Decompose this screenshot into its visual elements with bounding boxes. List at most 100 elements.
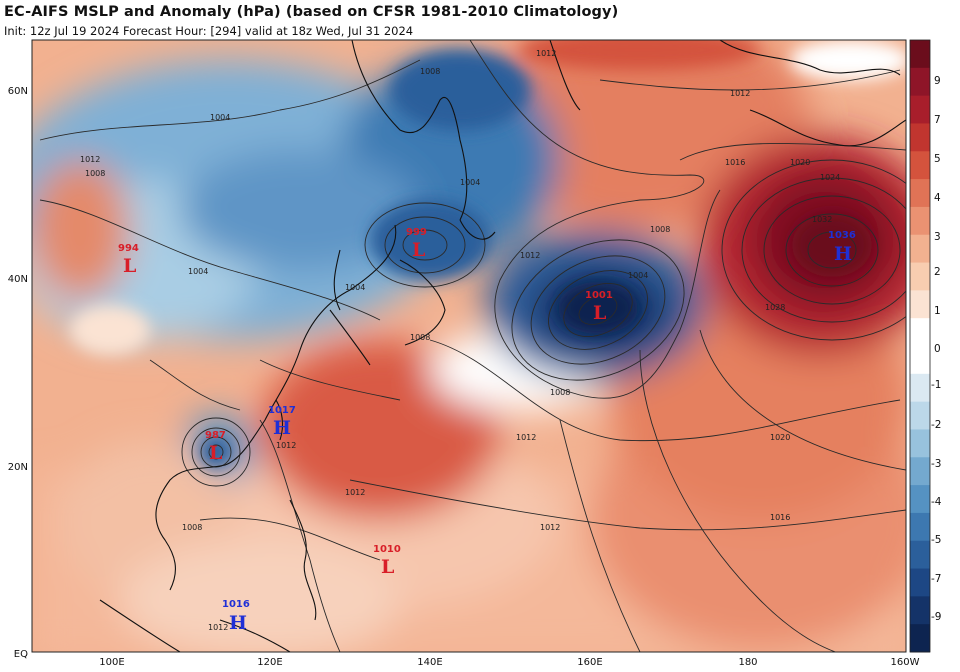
isobar-label-1020-b: 1020 (770, 433, 790, 442)
colorbar-cell (910, 485, 930, 514)
colorbar-cell (910, 262, 930, 291)
isobar-label-1012-f: 1012 (345, 488, 365, 497)
longitude-labels: 100E 120E 140E 160E 180 160W (99, 657, 919, 668)
colorbar-label-neg4: -4 (931, 496, 942, 508)
isobar-labels: 1012 1008 1004 1012 1016 1020 1024 1032 … (80, 49, 840, 632)
colorbar-label-neg3: -3 (931, 458, 941, 470)
colorbar-label-0: 0 (934, 343, 941, 355)
center-value-1017: 1017 (268, 405, 296, 416)
isobar-label-1008-c: 1008 (550, 388, 570, 397)
isobar-label-1008-b: 1008 (650, 225, 670, 234)
center-value-1016: 1016 (222, 599, 250, 610)
anomaly-field (32, 40, 906, 652)
isobars (39, 40, 906, 652)
isobar-label-1008-e: 1008 (85, 169, 105, 178)
center-value-1010: 1010 (373, 544, 401, 555)
pressure-centers: 994 L 999 L 1001 L 1036 H 1017 H 987 L 1… (118, 227, 856, 634)
isobar-label-1012-i: 1012 (208, 623, 228, 632)
high-marker-1016: H (229, 612, 247, 634)
isobar-label-1032: 1032 (812, 215, 832, 224)
colorbar-label-9: 9 (934, 75, 941, 87)
isobar-label-1004-b: 1004 (628, 271, 648, 280)
lat-label-eq: EQ (14, 649, 28, 660)
center-value-994: 994 (118, 243, 139, 254)
colorbar-cell (910, 95, 930, 124)
colorbar-label-5: 5 (934, 153, 941, 165)
isobar-label-1004-d: 1004 (345, 283, 365, 292)
map-subtitle: Init: 12z Jul 19 2024 Forecast Hour: [29… (4, 24, 414, 38)
colorbar-label-3: 3 (934, 231, 941, 243)
low-marker-987: L (209, 442, 222, 464)
isobar-label-1012-d: 1012 (516, 433, 536, 442)
colorbar-label-4: 4 (934, 192, 941, 204)
colorbar: 9 7 5 4 3 2 1 0 -1 -2 -3 -4 -5 -7 -9 (909, 39, 942, 653)
isobar-label-1012-g: 1012 (80, 155, 100, 164)
colorbar-cell (910, 457, 930, 486)
lon-label-160w: 160W (891, 657, 920, 668)
colorbar-cell (910, 179, 930, 208)
center-value-999: 999 (406, 227, 427, 238)
isobar-label-1004-e: 1004 (188, 267, 208, 276)
colorbar-cell (910, 401, 930, 430)
center-value-987: 987 (205, 430, 226, 441)
colorbar-cells (910, 40, 930, 653)
colorbar-label-neg9: -9 (931, 611, 941, 623)
colorbar-cell (910, 318, 930, 347)
lon-label-160e: 160E (577, 657, 602, 668)
colorbar-cell (910, 346, 930, 375)
colorbar-cell (910, 40, 930, 69)
low-marker-999: L (412, 239, 425, 261)
isobar-label-1008-a: 1008 (420, 67, 440, 76)
isobar-label-1012-h: 1012 (276, 441, 296, 450)
isobar-label-1004-a: 1004 (210, 113, 230, 122)
map-area: 1012 1008 1004 1012 1016 1020 1024 1032 … (32, 40, 906, 652)
colorbar-cell (910, 290, 930, 319)
coastlines (99, 40, 906, 652)
colorbar-cell (910, 151, 930, 180)
low-marker-1010: L (381, 556, 394, 578)
low-marker-1001: L (593, 302, 606, 324)
map-frame (31, 39, 907, 653)
colorbar-cell (910, 568, 930, 597)
isobar-label-1004-c: 1004 (460, 178, 480, 187)
isobar-label-1008-d: 1008 (410, 333, 430, 342)
isobar-label-1020-a: 1020 (790, 158, 810, 167)
latitude-labels: 60N 40N 20N EQ (8, 86, 28, 660)
colorbar-label-neg7: -7 (931, 573, 941, 585)
colorbar-label-7: 7 (934, 114, 941, 126)
isobar-label-1028: 1028 (765, 303, 785, 312)
colorbar-label-neg5: -5 (931, 534, 941, 546)
lon-label-120e: 120E (257, 657, 282, 668)
isobar-label-1012-b: 1012 (730, 89, 750, 98)
isobar-label-1012-c: 1012 (520, 251, 540, 260)
colorbar-cell (910, 123, 930, 152)
colorbar-label-2: 2 (934, 266, 941, 278)
colorbar-cell (910, 234, 930, 264)
colorbar-label-neg2: -2 (931, 419, 941, 431)
high-marker-1017: H (273, 417, 291, 439)
colorbar-cell (910, 624, 930, 653)
center-value-1036: 1036 (828, 230, 856, 241)
colorbar-frame (909, 39, 931, 653)
colorbar-cell (910, 206, 930, 236)
lon-label-100e: 100E (99, 657, 124, 668)
lat-label-20n: 20N (8, 462, 28, 473)
colorbar-cell (910, 373, 930, 403)
isobar-label-1008-f: 1008 (182, 523, 202, 532)
lat-label-40n: 40N (8, 274, 28, 285)
colorbar-cell (910, 540, 930, 570)
isobar-label-1016-a: 1016 (725, 158, 745, 167)
lon-label-140e: 140E (417, 657, 442, 668)
isobar-label-1012-a: 1012 (536, 49, 556, 58)
lon-label-180: 180 (738, 657, 757, 668)
isobar-label-1012-e: 1012 (540, 523, 560, 532)
isobar-label-1016-b: 1016 (770, 513, 790, 522)
isobar-label-1024: 1024 (820, 173, 840, 182)
low-marker-994: L (123, 255, 136, 277)
map-title: EC-AIFS MSLP and Anomaly (hPa) (based on… (4, 4, 619, 20)
high-marker-1036: H (834, 243, 852, 265)
colorbar-cell (910, 429, 930, 458)
colorbar-labels: 9 7 5 4 3 2 1 0 -1 -2 -3 -4 -5 -7 -9 (931, 75, 942, 623)
lat-label-60n: 60N (8, 86, 28, 97)
